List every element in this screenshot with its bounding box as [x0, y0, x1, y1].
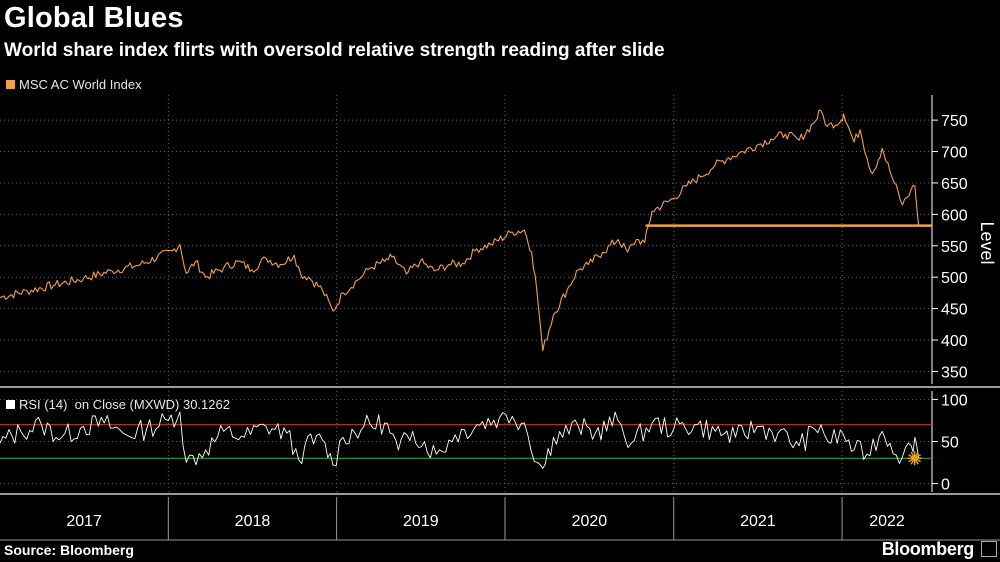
- price-series-line: [0, 109, 920, 352]
- rsi-legend-label: RSI (14) on Close (MXWD) 30.1262: [19, 397, 230, 412]
- x-tick-label: 2017: [66, 513, 102, 530]
- x-tick-label: 2022: [869, 513, 905, 530]
- rsi-tick-label: 0: [941, 477, 950, 494]
- brand-box-icon: [981, 541, 997, 557]
- x-tick-label: 2018: [235, 513, 271, 530]
- brand-logo: Bloomberg: [881, 539, 975, 559]
- price-legend: MSC AC World Index: [6, 77, 142, 92]
- price-tick-label: 550: [941, 239, 968, 256]
- price-legend-swatch: [6, 80, 15, 89]
- price-tick-label: 700: [941, 145, 968, 162]
- source-note: Source: Bloomberg: [4, 542, 134, 558]
- rsi-legend-swatch: [6, 400, 15, 409]
- price-tick-label: 500: [941, 270, 968, 287]
- y-axis-label: Level: [977, 221, 997, 264]
- price-tick-label: 600: [941, 207, 968, 224]
- marker-dot: [911, 455, 918, 462]
- axis-layer: 350 400 450 500 550 600 650 700 750 0 50 100 2017 201…: [0, 95, 1000, 541]
- x-tick-label: 2021: [740, 513, 776, 530]
- rsi-last-value-marker: [907, 451, 922, 466]
- grid-layer: [0, 95, 932, 492]
- chart-subtitle: World share index flirts with oversold r…: [4, 40, 665, 61]
- series-layer: [0, 109, 932, 469]
- price-tick-label: 350: [941, 364, 968, 381]
- rsi-tick-label: 50: [941, 435, 959, 452]
- x-tick-label: 2019: [403, 513, 439, 530]
- rsi-legend: RSI (14) on Close (MXWD) 30.1262: [6, 397, 230, 412]
- price-tick-label: 750: [941, 113, 968, 130]
- price-legend-label: MSC AC World Index: [19, 77, 142, 92]
- x-tick-label: 2020: [572, 513, 608, 530]
- price-tick-label: 450: [941, 302, 968, 319]
- chart-title: Global Blues: [4, 2, 184, 34]
- rsi-tick-label: 100: [941, 392, 968, 409]
- rsi-series-line: [0, 411, 920, 469]
- price-tick-label: 650: [941, 176, 968, 193]
- price-tick-label: 400: [941, 333, 968, 350]
